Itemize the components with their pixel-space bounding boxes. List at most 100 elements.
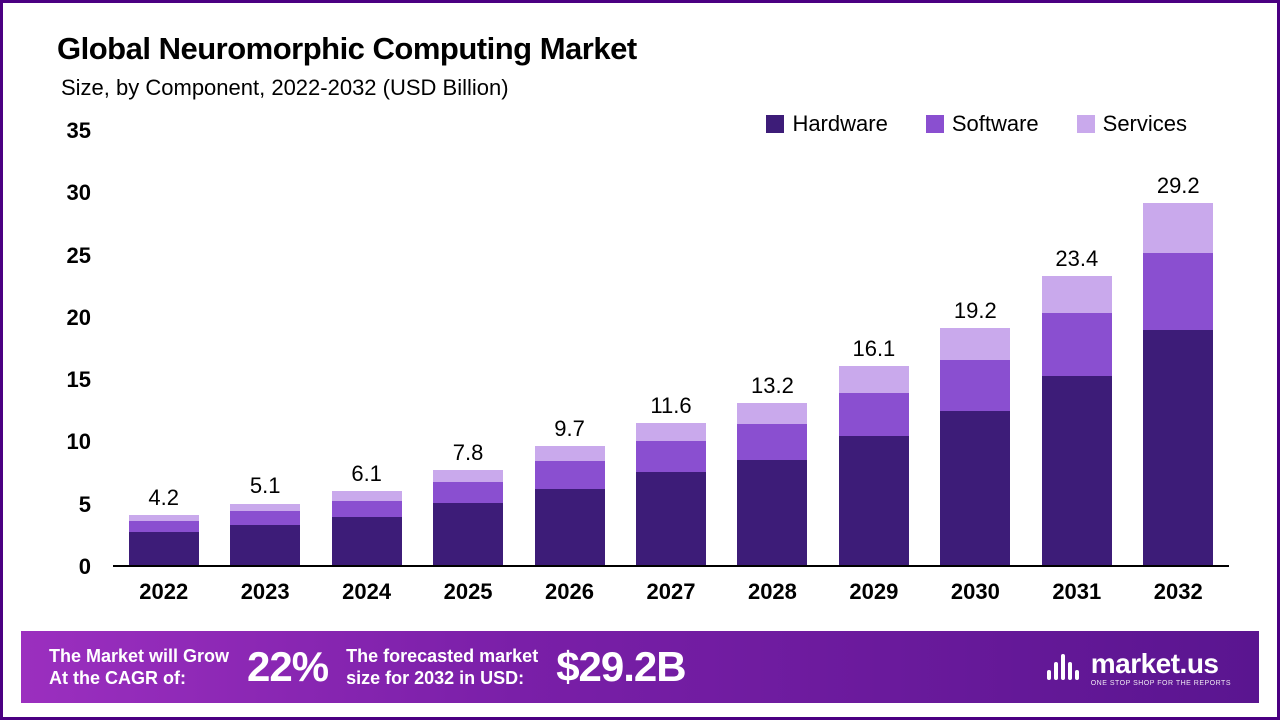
bar-column: 7.8 <box>433 131 503 567</box>
bar-segment <box>636 441 706 472</box>
bar-total-label: 11.6 <box>650 393 691 419</box>
bar-stack <box>332 131 402 567</box>
brand-logo: market.us ONE STOP SHOP FOR THE REPORTS <box>1047 648 1231 687</box>
x-axis-baseline <box>113 565 1229 567</box>
bar-total-label: 5.1 <box>250 473 281 499</box>
bar-segment <box>535 446 605 461</box>
bar-stack <box>636 131 706 567</box>
size-caption-line1: The forecasted market <box>346 646 538 666</box>
y-axis: 05101520253035 <box>3 131 103 567</box>
brand-name: market.us <box>1091 648 1231 680</box>
bar-total-label: 23.4 <box>1055 246 1098 272</box>
bar-segment <box>332 501 402 517</box>
chart-area: Global Neuromorphic Computing Market Siz… <box>3 3 1277 627</box>
bar-column: 4.2 <box>129 131 199 567</box>
cagr-caption-line1: The Market will Grow <box>49 646 229 666</box>
footer-banner: The Market will Grow At the CAGR of: 22%… <box>21 631 1259 703</box>
bar-segment <box>433 503 503 567</box>
bar-segment <box>129 521 199 532</box>
bar-total-label: 13.2 <box>751 373 794 399</box>
size-value: $29.2B <box>556 643 685 691</box>
cagr-value: 22% <box>247 643 328 691</box>
x-tick-label: 2023 <box>230 579 300 605</box>
bar-column: 6.1 <box>332 131 402 567</box>
bar-segment <box>940 328 1010 360</box>
bar-segment <box>230 511 300 525</box>
x-axis-labels: 2022 2023 2024 2025 2026 2027 2028 2029 2030 2031… <box>113 579 1229 605</box>
bar-column: 19.2 <box>940 131 1010 567</box>
bar-stack <box>433 131 503 567</box>
chart-subtitle: Size, by Component, 2022-2032 (USD Billi… <box>61 75 1229 101</box>
bar-segment <box>129 532 199 567</box>
x-tick-label: 2027 <box>636 579 706 605</box>
x-tick-label: 2032 <box>1143 579 1213 605</box>
x-tick-label: 2026 <box>535 579 605 605</box>
bar-segment <box>535 489 605 567</box>
y-tick-label: 35 <box>67 118 91 144</box>
bar-segment <box>1042 276 1112 313</box>
logo-mark-icon <box>1047 654 1079 680</box>
bar-column: 23.4 <box>1042 131 1112 567</box>
bar-total-label: 6.1 <box>351 461 382 487</box>
x-tick-label: 2029 <box>839 579 909 605</box>
bar-total-label: 7.8 <box>453 440 484 466</box>
bar-segment <box>1143 203 1213 253</box>
bars-container: 4.2 5.1 6.1 7.8 9.7 11.6 13.2 16.1 19.2 23.4 29.2 <box>113 131 1229 567</box>
x-tick-label: 2024 <box>332 579 402 605</box>
bar-segment <box>332 517 402 567</box>
x-tick-label: 2028 <box>737 579 807 605</box>
bar-segment <box>839 393 909 437</box>
bar-segment <box>230 525 300 567</box>
brand-tagline: ONE STOP SHOP FOR THE REPORTS <box>1091 680 1231 687</box>
cagr-caption-line2: At the CAGR of: <box>49 668 186 688</box>
bar-segment <box>230 504 300 511</box>
bar-segment <box>940 411 1010 567</box>
bar-segment <box>433 482 503 503</box>
bar-segment <box>940 360 1010 411</box>
x-tick-label: 2025 <box>433 579 503 605</box>
bar-segment <box>839 366 909 392</box>
bar-segment <box>737 460 807 567</box>
bar-stack <box>940 131 1010 567</box>
bar-segment <box>1042 313 1112 377</box>
y-tick-label: 20 <box>67 305 91 331</box>
bar-segment <box>535 461 605 488</box>
brand-text: market.us ONE STOP SHOP FOR THE REPORTS <box>1091 648 1231 687</box>
size-caption-line2: size for 2032 in USD: <box>346 668 524 688</box>
bar-column: 29.2 <box>1143 131 1213 567</box>
bar-total-label: 29.2 <box>1157 173 1200 199</box>
bar-segment <box>737 403 807 424</box>
cagr-caption: The Market will Grow At the CAGR of: <box>49 645 229 690</box>
bar-segment <box>1143 253 1213 330</box>
bar-segment <box>1143 330 1213 567</box>
x-tick-label: 2031 <box>1042 579 1112 605</box>
chart-title: Global Neuromorphic Computing Market <box>57 31 1229 67</box>
bar-segment <box>433 470 503 482</box>
bar-column: 9.7 <box>535 131 605 567</box>
bar-column: 11.6 <box>636 131 706 567</box>
y-tick-label: 0 <box>79 554 91 580</box>
bar-total-label: 4.2 <box>148 485 179 511</box>
bar-stack <box>1042 131 1112 567</box>
y-tick-label: 30 <box>67 180 91 206</box>
y-tick-label: 10 <box>67 429 91 455</box>
y-tick-label: 25 <box>67 243 91 269</box>
plot-region: 4.2 5.1 6.1 7.8 9.7 11.6 13.2 16.1 19.2 23.4 29.2 <box>113 131 1229 567</box>
bar-segment <box>737 424 807 460</box>
bar-stack <box>535 131 605 567</box>
bar-total-label: 9.7 <box>554 416 585 442</box>
x-tick-label: 2030 <box>940 579 1010 605</box>
bar-total-label: 19.2 <box>954 298 997 324</box>
bar-column: 16.1 <box>839 131 909 567</box>
bar-column: 13.2 <box>737 131 807 567</box>
x-tick-label: 2022 <box>129 579 199 605</box>
bar-segment <box>839 436 909 567</box>
bar-segment <box>1042 376 1112 567</box>
bar-segment <box>332 491 402 501</box>
size-caption: The forecasted market size for 2032 in U… <box>346 645 538 690</box>
bar-column: 5.1 <box>230 131 300 567</box>
bar-stack <box>737 131 807 567</box>
bar-segment <box>636 423 706 442</box>
bar-stack <box>230 131 300 567</box>
chart-frame: Global Neuromorphic Computing Market Siz… <box>0 0 1280 720</box>
